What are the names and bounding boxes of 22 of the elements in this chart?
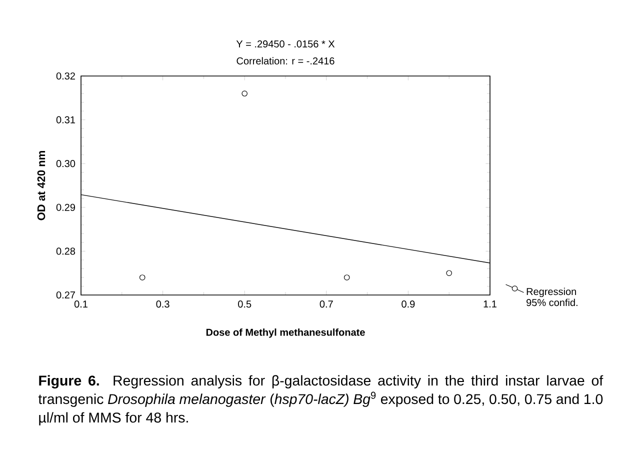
point (242, 90, 248, 96)
text: Figure 6. Regression analysis for β-galactosidase activity in the third instar larvae of transgenic Drosophila melanogaster (hsp70-lacZ) Bg$^{9}$ exposed to 0.25, 0.50, 0.75 and 1.0 µl/ml of MMS for 48 hrs. (38, 375, 604, 426)
x-axis-title: Dose of Methyl methanesulfonate (206, 328, 365, 338)
point (446, 270, 452, 276)
y-tick-label: 0.28 (56, 248, 76, 255)
y-tick-label: 0.29 (56, 204, 76, 211)
y-axis-title: OD at 420 nm (37, 151, 46, 220)
y-tick-label: 0.31 (56, 116, 75, 124)
chart-title: Y = .29450 - .0156 * X (236, 40, 335, 48)
x-tick-label: 0.5 (238, 300, 252, 308)
x-tick-label: 1.1 (484, 300, 496, 308)
y-tick-label: 0.30 (56, 160, 76, 168)
x-tick-label: 0.3 (156, 300, 170, 308)
point (139, 274, 146, 280)
x-tick-label: 0.9 (402, 300, 415, 308)
y-tick-label: 0.27 (56, 291, 75, 299)
point (344, 274, 350, 280)
x-tick-label: 0.1 (74, 300, 88, 308)
x-tick-label: 0.7 (320, 300, 333, 308)
legend-label: Regression 95% confid. (526, 288, 578, 306)
chart-subtitle: Correlation: r = -.2416 (236, 57, 334, 64)
y-tick-label: 0.32 (56, 72, 75, 80)
